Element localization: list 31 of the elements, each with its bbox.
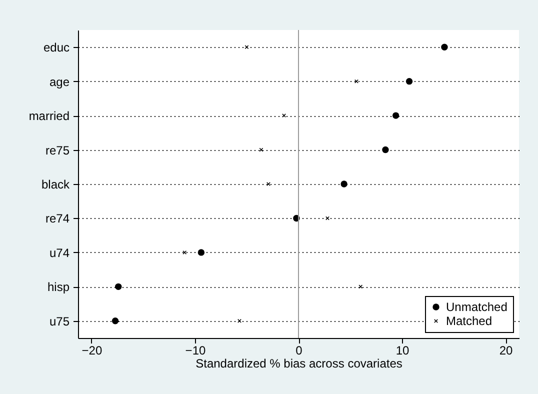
- x-tick-label: 20: [499, 344, 514, 358]
- x-tick-label: 0: [296, 344, 303, 358]
- x-tick-label: 10: [396, 344, 410, 358]
- point: [112, 318, 119, 324]
- y-tick-label: re74: [45, 212, 70, 226]
- point: [259, 148, 264, 152]
- y-tick-label: re75: [45, 143, 70, 158]
- legend-label: Unmatched: [446, 300, 508, 314]
- point: [441, 44, 448, 50]
- point: [406, 78, 413, 85]
- point: [340, 180, 348, 188]
- y-tick-label: u74: [49, 246, 70, 260]
- legend-label: Matched: [446, 314, 492, 328]
- point: [198, 249, 205, 256]
- y-tick-label: black: [41, 178, 70, 192]
- x-tick-label: −10: [185, 344, 206, 358]
- y-tick-label: u75: [49, 314, 70, 328]
- point: [392, 112, 400, 119]
- x-axis-title: Standardized % bias across covariates: [196, 356, 402, 370]
- x-tick-label: −20: [82, 344, 102, 358]
- point: [266, 182, 270, 186]
- y-tick-label: educ: [43, 40, 70, 55]
- point: [238, 319, 242, 323]
- y-tick-label: hisp: [47, 280, 70, 294]
- y-tick-label: age: [49, 74, 70, 89]
- point: [358, 284, 362, 289]
- point: [282, 114, 286, 118]
- point: [382, 146, 389, 154]
- y-tick-label: married: [28, 109, 70, 124]
- point: [244, 45, 249, 49]
- point: [115, 283, 122, 290]
